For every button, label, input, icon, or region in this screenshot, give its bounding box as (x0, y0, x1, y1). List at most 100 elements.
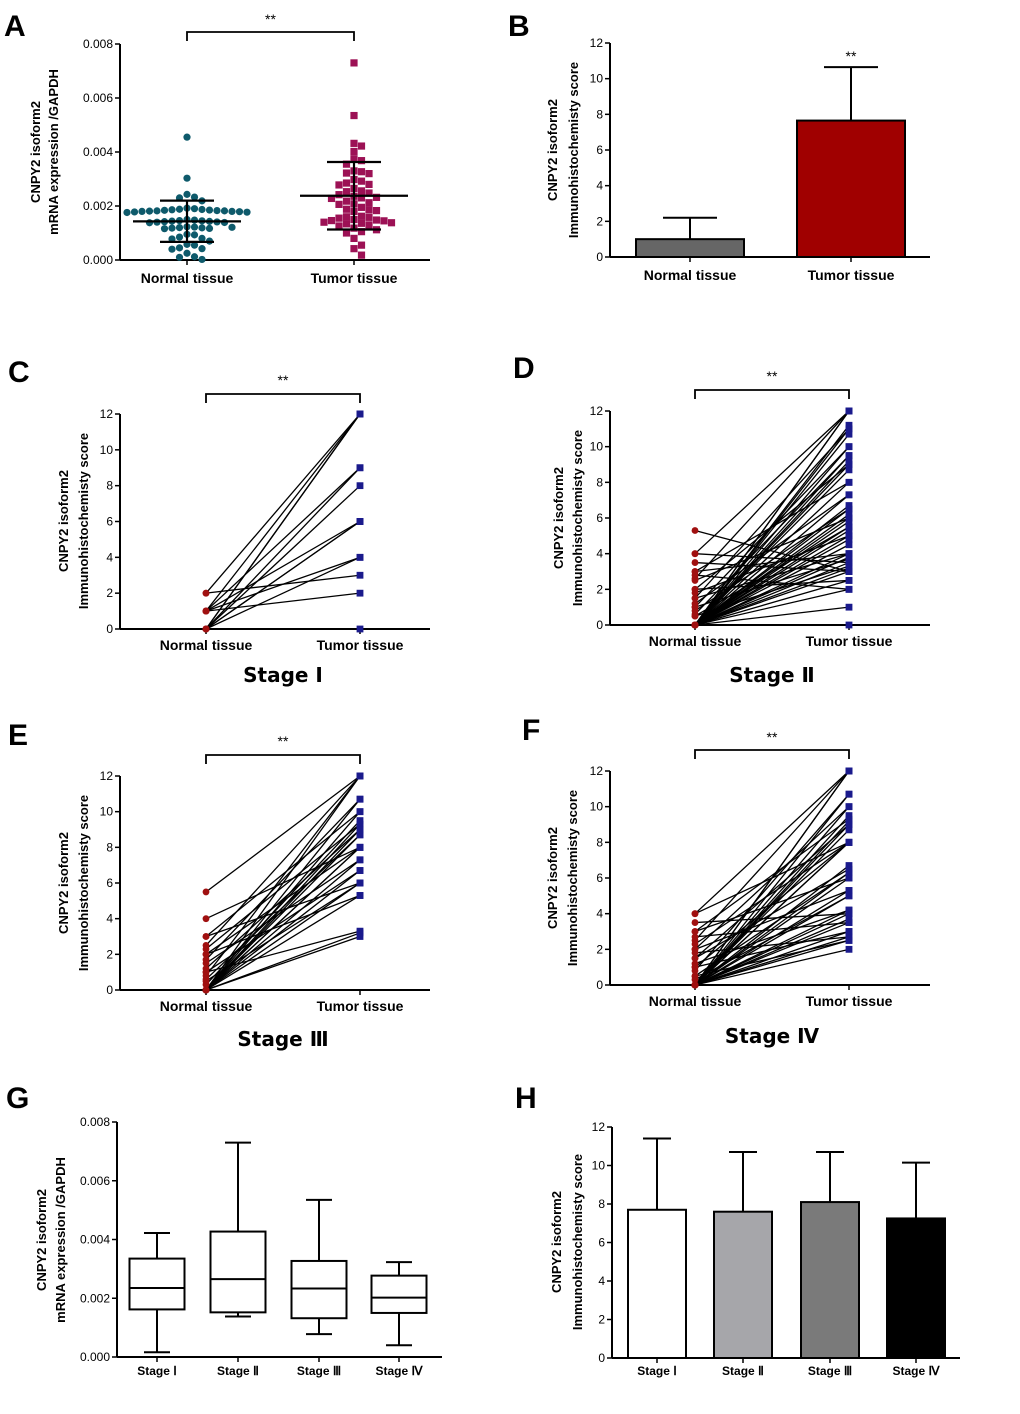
data-point (183, 133, 191, 141)
paired-line (694, 428, 850, 599)
data-point (145, 207, 154, 215)
paired-line (205, 775, 361, 893)
tumor-point (356, 856, 364, 864)
tumor-point (356, 879, 364, 887)
y-tick-label: 8 (598, 1197, 605, 1211)
data-point (235, 208, 244, 216)
data-point (175, 233, 184, 241)
paired-line (205, 798, 361, 991)
tumor-point (356, 826, 364, 833)
data-point (372, 206, 381, 215)
tumor-point (845, 892, 853, 900)
x-tick-label: Stage Ⅳ (892, 1364, 940, 1378)
y-axis-label: Immunohistochemisty score (566, 62, 581, 238)
data-point (145, 219, 154, 227)
tumor-point (356, 410, 364, 418)
tumor-point (845, 887, 853, 894)
data-point (387, 219, 396, 227)
panel-b: B 0 2 4 6 8 10 12 Normal tissue Tumor tissue CNPY2… (508, 10, 930, 283)
data-point (365, 213, 373, 221)
data-point (350, 59, 358, 67)
y-tick-label: 10 (590, 800, 604, 814)
bar (635, 238, 745, 259)
y-tick-label: 6 (596, 871, 603, 885)
tumor-point (845, 937, 853, 944)
panel-label: G (6, 1082, 29, 1115)
paired-line (694, 793, 850, 986)
x-tick-label: Tumor tissue (808, 267, 895, 283)
tumor-point (845, 502, 853, 509)
paired-line (205, 775, 361, 946)
data-point (342, 188, 351, 196)
panel-h: H 0 2 4 6 8 10 12 Stage Ⅰ Stage Ⅱ Stage Ⅲ Stage Ⅳ CN… (515, 1082, 960, 1378)
box (290, 1259, 348, 1320)
paired-line (694, 410, 850, 626)
normal-point (202, 933, 210, 940)
tumor-point (845, 466, 853, 474)
paired-line (205, 798, 361, 961)
significance-bracket (205, 393, 361, 403)
x-tick-label: Stage Ⅱ (722, 1364, 764, 1378)
tumor-point (845, 461, 853, 468)
paired-line (694, 446, 850, 626)
data-point (205, 224, 214, 233)
y-tick-label: 12 (592, 1120, 606, 1134)
paired-line (694, 939, 850, 986)
data-point (335, 222, 343, 230)
paired-line (205, 811, 361, 991)
paired-line (205, 413, 361, 594)
paired-line (694, 930, 850, 986)
data-point (357, 194, 366, 202)
normal-point (691, 954, 699, 962)
paired-line (694, 579, 850, 626)
y-tick-label: 0.008 (83, 37, 113, 51)
tumor-point (845, 862, 853, 869)
box (128, 1257, 186, 1311)
paired-line (205, 894, 361, 991)
x-tick-label: Stage Ⅱ (217, 1364, 259, 1378)
data-point (205, 206, 214, 214)
tumor-point (845, 407, 853, 415)
paired-line (694, 481, 850, 626)
normal-point (691, 594, 699, 602)
tumor-point (356, 820, 364, 828)
paired-line (694, 806, 850, 986)
paired-line (694, 410, 850, 580)
y-axis-label: CNPY2 isoform2 (545, 827, 560, 929)
paired-line (694, 410, 850, 555)
data-point (342, 169, 351, 177)
y-tick-label: 12 (590, 404, 604, 418)
y-tick-label: 12 (100, 769, 114, 783)
panel-label: B (508, 10, 530, 43)
data-point (380, 217, 388, 225)
y-tick-label: 2 (596, 214, 603, 228)
paired-line (694, 889, 850, 950)
paired-line (694, 529, 850, 573)
normal-point (691, 919, 699, 926)
data-point (190, 205, 199, 213)
tumor-point (845, 919, 853, 926)
panel-f: F 0 2 4 6 8 10 12 Normal tissue Tumor tissue CNPY2… (522, 714, 930, 1048)
paired-line (205, 574, 361, 594)
significance-label: ** (846, 48, 857, 64)
tumor-point (845, 585, 853, 593)
x-tick-label: Stage Ⅰ (637, 1364, 677, 1378)
data-point (168, 235, 176, 243)
data-point (198, 234, 206, 242)
data-point (327, 216, 336, 225)
data-point (183, 190, 191, 198)
paired-line (205, 556, 361, 630)
panel-label: A (4, 10, 26, 43)
normal-point (202, 915, 210, 923)
paired-line (205, 870, 361, 991)
y-tick-label: 0 (106, 622, 113, 636)
tumor-point (845, 425, 853, 433)
paired-line (205, 882, 361, 991)
paired-line (694, 561, 850, 626)
y-tick-label: 12 (590, 36, 604, 50)
tumor-point (845, 532, 853, 540)
paired-line (205, 520, 361, 612)
tumor-point (845, 505, 853, 513)
normal-point (202, 589, 210, 597)
paired-line (694, 535, 850, 594)
